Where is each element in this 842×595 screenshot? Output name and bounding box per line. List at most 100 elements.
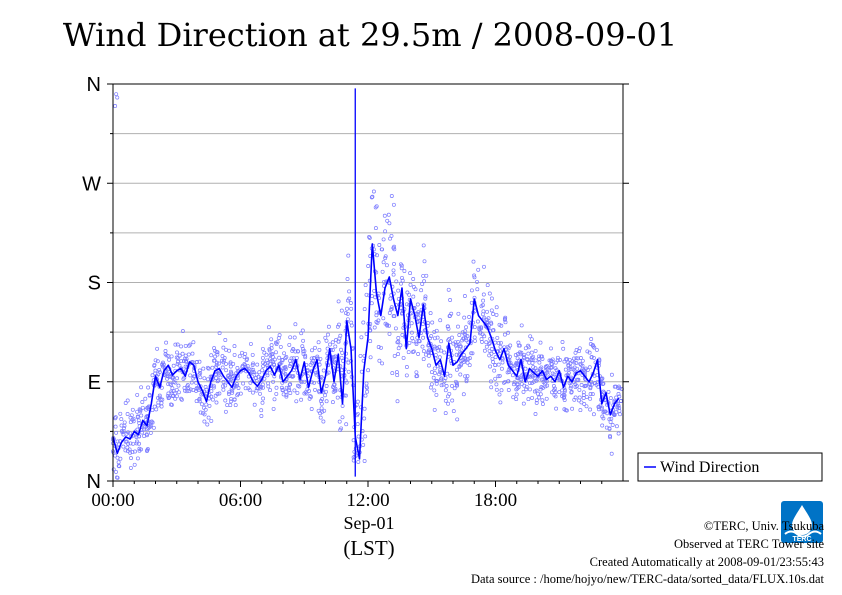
sample-point xyxy=(383,256,388,261)
sample-point xyxy=(421,349,426,354)
sample-point xyxy=(484,340,489,345)
sample-point xyxy=(251,369,256,374)
sample-point xyxy=(136,418,141,423)
sample-point xyxy=(191,388,196,393)
sample-point xyxy=(442,350,447,355)
sample-point xyxy=(133,449,137,454)
sample-point xyxy=(221,387,226,392)
sample-point xyxy=(560,388,565,393)
sample-point xyxy=(413,287,418,292)
sample-point xyxy=(570,359,575,364)
sample-point xyxy=(441,382,446,387)
sample-point xyxy=(150,408,155,413)
sample-point xyxy=(545,367,550,372)
sample-point xyxy=(233,403,238,408)
sample-point xyxy=(260,368,265,373)
legend-label: Wind Direction xyxy=(660,459,759,476)
sample-point xyxy=(383,254,388,259)
sample-point xyxy=(186,352,191,357)
sample-point xyxy=(284,394,289,399)
sample-point xyxy=(402,269,407,273)
sample-point xyxy=(269,337,274,342)
sample-point xyxy=(314,370,318,375)
sample-point xyxy=(125,445,130,450)
sample-point xyxy=(475,287,480,292)
sample-point xyxy=(578,408,583,413)
sample-point xyxy=(461,392,466,397)
sample-point xyxy=(330,340,335,345)
sample-point xyxy=(371,189,376,194)
sample-point xyxy=(519,323,524,328)
sample-point xyxy=(146,426,151,431)
sample-point xyxy=(128,441,133,446)
sample-point xyxy=(222,358,227,363)
sample-point xyxy=(388,296,393,301)
sample-point xyxy=(188,342,193,347)
sample-point xyxy=(551,384,556,388)
sample-point xyxy=(614,395,619,400)
sample-point xyxy=(511,395,516,400)
sample-point xyxy=(336,339,341,344)
sample-point xyxy=(609,372,614,377)
sample-point xyxy=(369,195,374,200)
sample-point xyxy=(553,366,558,371)
sample-point xyxy=(294,399,299,404)
sample-point xyxy=(447,314,452,319)
sample-point xyxy=(581,390,586,395)
sample-point xyxy=(428,311,433,316)
sample-point xyxy=(443,411,448,416)
sample-point xyxy=(453,379,458,384)
sample-point xyxy=(288,391,293,395)
sample-point xyxy=(114,475,119,480)
sample-point xyxy=(217,372,222,377)
x-axis-label: Sep-01 xyxy=(344,513,395,533)
sample-point xyxy=(264,358,269,363)
sample-point xyxy=(439,339,444,344)
sample-point xyxy=(505,350,510,355)
sample-point xyxy=(580,358,585,363)
sample-point xyxy=(253,376,258,380)
sample-point xyxy=(283,356,288,361)
sample-point xyxy=(197,396,202,401)
sample-point xyxy=(264,352,269,357)
sample-point xyxy=(303,390,308,395)
sample-point xyxy=(552,372,557,377)
y-tick-label: W xyxy=(82,173,101,195)
sample-point xyxy=(389,305,394,310)
sample-point xyxy=(421,243,426,248)
sample-point xyxy=(596,407,601,412)
credit-source: Data source : /home/hojyo/new/TERC-data/… xyxy=(470,572,824,586)
sample-point xyxy=(538,387,543,392)
sample-point xyxy=(138,409,143,414)
sample-point xyxy=(268,388,273,393)
sample-point xyxy=(399,266,404,271)
sample-point xyxy=(254,372,259,377)
sample-point xyxy=(352,449,357,454)
sample-point xyxy=(584,394,589,399)
sample-point xyxy=(377,358,382,363)
sample-point xyxy=(411,349,416,354)
scatter-points xyxy=(111,92,624,480)
sample-point xyxy=(529,350,534,355)
sample-point xyxy=(362,406,367,411)
sample-point xyxy=(288,382,293,387)
sample-point xyxy=(539,354,544,359)
sample-point xyxy=(396,339,401,344)
sample-point xyxy=(155,346,160,351)
sample-point xyxy=(362,416,367,421)
sample-point xyxy=(126,441,131,446)
sample-point xyxy=(347,289,352,294)
sample-point xyxy=(389,307,394,311)
sample-point xyxy=(514,387,519,392)
sample-point xyxy=(147,392,152,397)
sample-point xyxy=(465,334,470,339)
x-tick-label: 06:00 xyxy=(219,490,262,511)
sample-point xyxy=(549,365,554,370)
sample-point xyxy=(583,383,588,388)
sample-point xyxy=(456,311,461,316)
sample-point xyxy=(446,401,451,406)
sample-point xyxy=(576,398,581,403)
x-axis: 00:00 06:00 12:00 18:00 xyxy=(91,481,603,511)
sample-point xyxy=(339,355,344,360)
sample-point xyxy=(494,305,499,310)
